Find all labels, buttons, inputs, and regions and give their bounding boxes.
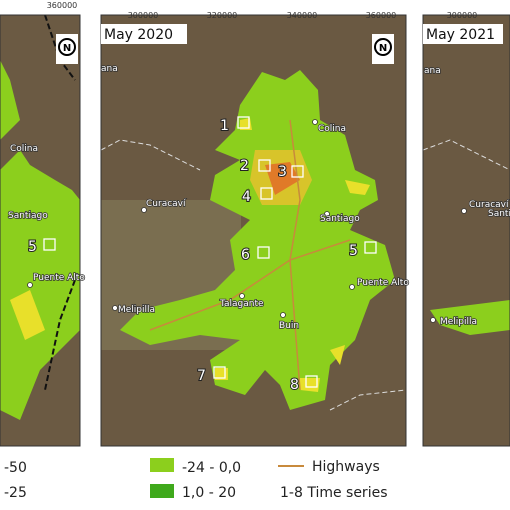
panel-title: May 2021 [426,27,495,43]
site-label: 8 [290,377,299,393]
panel-title: May 2020 [104,27,173,43]
axis-label: 300000 [128,11,159,20]
site-label: 2 [240,158,249,174]
legend-label: 1-8 Time series [280,485,388,501]
place: Puente Alto [357,278,409,288]
place: Colina [318,124,346,134]
places: Colina Santiago Puente Alto ana Colina C… [7,63,510,332]
place: Buin [279,321,299,331]
legend-label: Highways [312,459,380,475]
axis-label: 340000 [287,11,318,20]
axis-label: 360000 [47,1,78,10]
site-label: 3 [278,164,287,180]
map-left [0,15,80,446]
place: Santiago [488,209,510,219]
legend-label: -50 [4,460,27,476]
sites: 5 1 2 3 4 5 6 7 8 [27,116,377,394]
frame [100,14,407,447]
place: Santiago [8,211,48,221]
place: Santiago [320,214,360,224]
title-bg [101,24,187,44]
site-label: 1 [220,118,229,134]
north-label: N [63,43,71,54]
frame [422,14,510,447]
place: ana [101,64,118,74]
map-right [423,15,510,446]
site-label: 4 [242,189,251,205]
site-label: 5 [28,239,37,255]
legend: -50 -25 -24 - 0,0 1,0 - 20 Highways 1-8 … [4,458,388,501]
site-label: 5 [349,243,358,259]
map-middle [101,15,406,446]
place: Curacaví [469,200,509,210]
place: Melipilla [440,317,477,327]
place: Talagante [219,299,264,309]
site-label: 6 [241,247,250,263]
legend-label: -24 - 0,0 [182,460,241,476]
axis-label: 300000 [447,11,478,20]
place: Puente Alto [33,273,85,283]
place: Curacaví [146,199,186,209]
axis-label: 320000 [207,11,238,20]
axis-label: 360000 [366,11,397,20]
frame [0,14,81,447]
north-label: N [379,43,387,54]
title-bg [423,24,503,44]
legend-label: -25 [4,485,27,501]
place: Melipilla [118,305,155,315]
place: ana [424,66,441,76]
north-arrow: N N [56,34,394,64]
site-label: 7 [197,368,206,384]
place: Colina [10,144,38,154]
legend-label: 1,0 - 20 [182,485,236,501]
